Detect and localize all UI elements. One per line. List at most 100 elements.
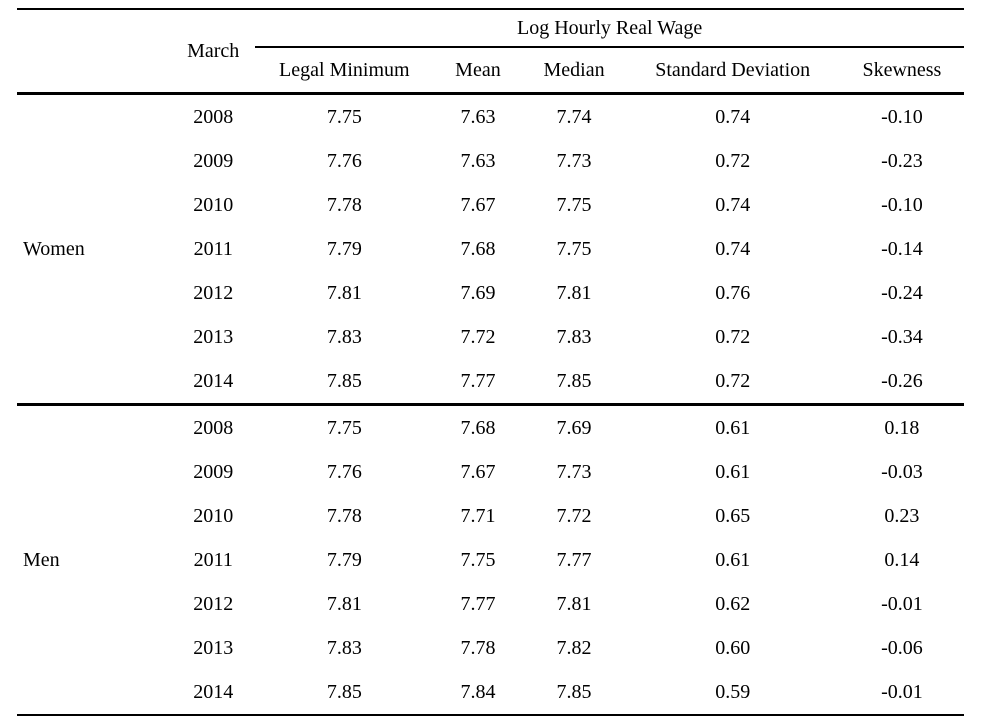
value-cell-std-dev: 0.76 [715, 281, 751, 304]
value-cell-median: 7.75 [556, 237, 592, 260]
value-cell-median: 7.69 [522, 403, 626, 450]
year-cell: 2011 [193, 237, 233, 260]
group-label: Men [17, 403, 172, 715]
value-cell-skewness: -0.24 [881, 281, 923, 304]
year-cell: 2013 [193, 636, 234, 659]
value-cell-mean: 7.68 [460, 237, 496, 260]
value-cell-legal-minimum: 7.81 [326, 281, 362, 304]
table-row: 2014 7.85 7.77 7.85 0.72 -0.26 [17, 359, 964, 405]
column-header-median: Median [522, 47, 626, 95]
value-cell-legal-minimum: 7.75 [255, 403, 434, 450]
value-cell-skewness: -0.26 [881, 369, 923, 392]
wage-statistics-table: March Log Hourly Real Wage Legal Minimum… [17, 8, 964, 716]
column-header-legal-minimum: Legal Minimum [255, 47, 434, 95]
value-cell-std-dev: 0.72 [715, 149, 751, 172]
year-cell: 2010 [193, 193, 234, 216]
span-header-log-hourly-real-wage: Log Hourly Real Wage [255, 9, 964, 48]
value-cell-mean: 7.78 [460, 636, 496, 659]
value-cell-skewness: 0.18 [839, 403, 964, 450]
value-cell-legal-minimum: 7.76 [326, 460, 362, 483]
value-cell-skewness: -0.34 [881, 325, 923, 348]
year-cell: 2008 [171, 403, 256, 450]
value-cell-mean: 7.67 [460, 460, 496, 483]
value-cell-median: 7.81 [556, 592, 592, 615]
year-cell: 2013 [193, 325, 234, 348]
value-cell-legal-minimum: 7.75 [326, 105, 362, 128]
column-header-mean: Mean [433, 47, 523, 95]
value-cell-median: 7.83 [556, 325, 592, 348]
value-cell-std-dev: 0.72 [715, 369, 751, 392]
table-row: 2011 7.79 7.75 7.77 0.61 0.14 [17, 538, 964, 582]
table-row: 2012 7.81 7.77 7.81 0.62 -0.01 [17, 582, 964, 626]
column-header-skewness: Skewness [839, 47, 964, 95]
value-cell-legal-minimum: 7.78 [326, 504, 362, 527]
value-cell-median: 7.81 [556, 281, 592, 304]
value-cell-legal-minimum: 7.76 [326, 149, 362, 172]
value-cell-std-dev: 0.61 [715, 548, 751, 571]
table-row: 2014 7.85 7.84 7.85 0.59 -0.01 [17, 670, 964, 715]
value-cell-median: 7.75 [556, 193, 592, 216]
value-cell-skewness: 0.23 [884, 504, 920, 527]
value-cell-std-dev: 0.59 [715, 680, 751, 703]
header-row-span: March Log Hourly Real Wage [17, 9, 964, 95]
year-cell: 2012 [193, 592, 234, 615]
value-cell-mean: 7.69 [460, 281, 496, 304]
value-cell-mean: 7.72 [460, 325, 496, 348]
value-cell-mean: 7.67 [460, 193, 496, 216]
year-cell: 2010 [193, 504, 234, 527]
value-cell-std-dev: 0.60 [715, 636, 751, 659]
year-cell: 2014 [193, 680, 234, 703]
table-row: 2009 7.76 7.67 7.73 0.61 -0.03 [17, 450, 964, 494]
column-header-standard-deviation: Standard Deviation [625, 47, 840, 95]
value-cell-std-dev: 0.74 [715, 105, 751, 128]
value-cell-skewness: -0.14 [881, 237, 923, 260]
table-row: 2013 7.83 7.78 7.82 0.60 -0.06 [17, 626, 964, 670]
value-cell-median: 7.73 [556, 149, 592, 172]
table-row: Men 2008 7.75 7.68 7.69 0.61 0.18 [17, 403, 964, 715]
value-cell-skewness: -0.06 [881, 636, 923, 659]
value-cell-skewness: -0.01 [881, 592, 923, 615]
value-cell-skewness: -0.10 [881, 105, 923, 128]
value-cell-mean: 7.77 [460, 369, 496, 392]
table-header: March Log Hourly Real Wage Legal Minimum… [17, 9, 964, 95]
year-cell: 2009 [193, 460, 234, 483]
year-cell: 2009 [193, 149, 234, 172]
value-cell-std-dev: 0.72 [715, 325, 751, 348]
value-cell-skewness: -0.10 [881, 193, 923, 216]
value-cell-legal-minimum: 7.85 [326, 369, 362, 392]
value-cell-mean: 7.63 [460, 149, 496, 172]
value-cell-std-dev: 0.65 [715, 504, 751, 527]
table-body: Women 2008 7.75 7.63 7.74 0.74 -0.10 2009 7.76 7.… [17, 94, 964, 715]
table-row: 2013 7.83 7.72 7.83 0.72 -0.34 [17, 315, 964, 359]
value-cell-skewness: 0.14 [884, 548, 920, 571]
table-row: 2012 7.81 7.69 7.81 0.76 -0.24 [17, 271, 964, 315]
value-cell-legal-minimum: 7.81 [326, 592, 362, 615]
year-cell: 2011 [193, 548, 233, 571]
header-row-columns: Legal Minimum Mean Median Standard Devia… [17, 47, 964, 95]
year-cell: 2008 [193, 105, 234, 128]
value-cell-legal-minimum: 7.79 [326, 548, 362, 571]
value-cell-std-dev: 0.62 [715, 592, 751, 615]
value-cell-legal-minimum: 7.83 [326, 636, 362, 659]
value-cell-legal-minimum: 7.85 [326, 680, 362, 703]
value-cell-std-dev: 0.74 [715, 237, 751, 260]
year-cell: 2012 [193, 281, 234, 304]
value-cell-median: 7.74 [556, 105, 592, 128]
value-cell-legal-minimum: 7.79 [326, 237, 362, 260]
value-cell-mean: 7.84 [460, 680, 496, 703]
table-row: 2010 7.78 7.67 7.75 0.74 -0.10 [17, 183, 964, 227]
value-cell-median: 7.82 [556, 636, 592, 659]
value-cell-mean: 7.75 [460, 548, 496, 571]
corner-cell [17, 9, 172, 95]
value-cell-mean: 7.71 [460, 504, 496, 527]
value-cell-std-dev: 0.61 [715, 460, 751, 483]
value-cell-legal-minimum: 7.78 [326, 193, 362, 216]
value-cell-mean: 7.77 [460, 592, 496, 615]
value-cell-std-dev: 0.61 [625, 403, 840, 450]
value-cell-skewness: -0.01 [881, 680, 923, 703]
value-cell-std-dev: 0.74 [715, 193, 751, 216]
value-cell-mean: 7.63 [460, 105, 496, 128]
table-row: 2009 7.76 7.63 7.73 0.72 -0.23 [17, 139, 964, 183]
value-cell-mean: 7.68 [433, 403, 523, 450]
